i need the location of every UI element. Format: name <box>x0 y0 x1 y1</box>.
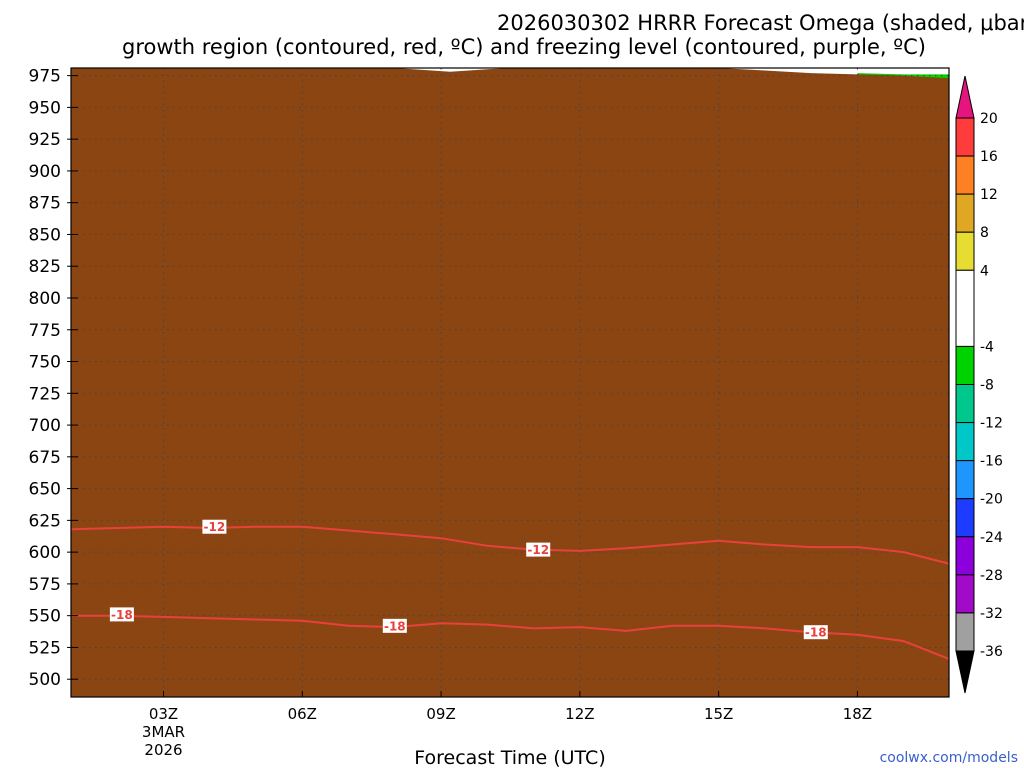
terrain-fill <box>71 68 949 697</box>
terrain-layer <box>71 68 949 697</box>
colorbar-bin <box>955 155 975 195</box>
y-tick-label: 950 <box>29 98 61 118</box>
x-tick-label: 12Z <box>565 705 594 723</box>
contour-label: -12 <box>204 520 226 534</box>
colorbar-bin <box>955 231 975 271</box>
contour-label-bg <box>109 607 134 622</box>
dgz-contour--18 <box>71 614 949 660</box>
x-tick-date: 3MAR <box>142 723 185 741</box>
colorbar-tick-label: -8 <box>980 378 994 394</box>
colorbar: 20 16 12 8 4 -4 -8 -12 -16 -20 -24 -28 -32 -36 <box>955 75 1003 694</box>
colorbar-bin <box>955 498 975 538</box>
y-tick-label: 600 <box>29 543 61 563</box>
x-axis-label: Forecast Time (UTC) <box>414 747 605 768</box>
y-tick-label: 975 <box>29 67 61 87</box>
colorbar-bin <box>955 193 975 233</box>
plot-frame <box>70 67 950 698</box>
colorbar-tick-label: 12 <box>980 187 998 203</box>
y-tick-label: 700 <box>29 416 61 436</box>
colorbar-bin <box>955 269 975 347</box>
y-tick-label: 500 <box>29 670 61 690</box>
chart-title-line-1: 2026030302 HRRR Forecast Omega (shaded, … <box>497 11 1024 35</box>
colorbar-tick-label: -12 <box>980 416 1003 432</box>
grid-layer <box>71 68 949 697</box>
colorbar-tick-label: -28 <box>980 568 1003 584</box>
temperature-contour-layer: -18 -18 -18 -12 -12 <box>71 519 949 660</box>
x-tick-label: 03Z <box>149 705 178 723</box>
contour-label-bg <box>382 618 407 633</box>
colorbar-tick-label: -36 <box>980 644 1003 660</box>
colorbar-bin <box>955 422 975 462</box>
colorbar-bin <box>955 384 975 424</box>
y-tick-label: 575 <box>29 575 61 595</box>
x-tick-year: 2026 <box>144 741 182 759</box>
colorbar-bin <box>955 536 975 576</box>
colorbar-tick-label: 20 <box>980 111 998 127</box>
colorbar-tick-label: -24 <box>980 530 1003 546</box>
contour-label: -12 <box>527 543 549 557</box>
x-tick-label: 15Z <box>704 705 733 723</box>
colorbar-bin <box>955 345 975 385</box>
y-tick-label: 825 <box>29 257 61 277</box>
contour-label: -18 <box>384 619 406 633</box>
credit-label: coolwx.com/models <box>880 750 1018 766</box>
y-tick-label: 525 <box>29 638 61 658</box>
y-tick-label: 800 <box>29 289 61 309</box>
colorbar-bottom-arrow <box>955 650 975 694</box>
y-tick-label: 875 <box>29 194 61 214</box>
y-tick-label: 550 <box>29 607 61 627</box>
contour-label-bg <box>202 519 227 534</box>
y-tick-label: 750 <box>29 353 61 373</box>
colorbar-tick-label: 16 <box>980 149 998 165</box>
contour-label: -18 <box>805 626 827 640</box>
contour-label-bg <box>803 625 828 640</box>
x-tick-label: 18Z <box>843 705 872 723</box>
colorbar-bin <box>955 574 975 614</box>
colorbar-tick-label: 8 <box>980 225 989 241</box>
y-tick-label: 725 <box>29 384 61 404</box>
colorbar-tick-label: -20 <box>980 492 1003 508</box>
colorbar-bin <box>955 612 975 652</box>
colorbar-tick-label: -32 <box>980 606 1003 622</box>
contour-label-bg <box>526 542 551 557</box>
y-tick-label: 900 <box>29 162 61 182</box>
colorbar-bin <box>955 460 975 500</box>
colorbar-bin <box>955 117 975 157</box>
colorbar-tick-label: 4 <box>980 263 989 279</box>
colorbar-tick-label: -4 <box>980 339 994 355</box>
x-tick-label: 09Z <box>426 705 455 723</box>
x-tick-label: 06Z <box>288 705 317 723</box>
y-tick-label: 650 <box>29 480 61 500</box>
y-tick-label: 925 <box>29 130 61 150</box>
y-tick-label: 775 <box>29 321 61 341</box>
colorbar-top-arrow <box>955 75 975 119</box>
y-tick-label: 675 <box>29 448 61 468</box>
contour-label: -18 <box>111 608 133 622</box>
y-tick-label: 850 <box>29 225 61 245</box>
chart-title-line-2: growth region (contoured, red, ºC) and f… <box>122 35 926 59</box>
y-axis-ticks: 500 525 550 575 600 625 650 675 700 725 750 775 800 8… <box>29 67 78 690</box>
colorbar-tick-label: -16 <box>980 454 1003 470</box>
y-tick-label: 625 <box>29 511 61 531</box>
